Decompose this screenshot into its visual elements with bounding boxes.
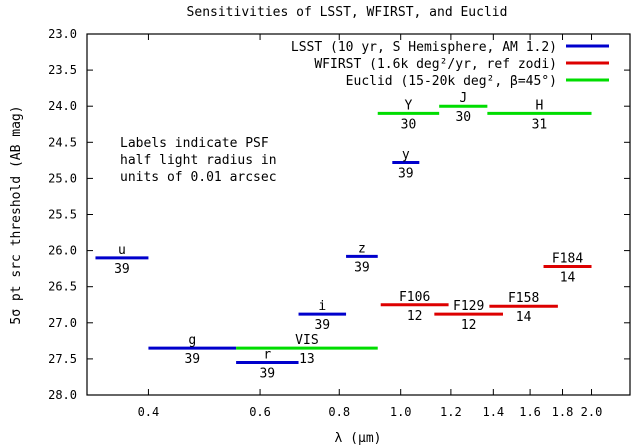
psf-value-label: 31	[532, 117, 548, 132]
y-tick-label: 24.5	[48, 135, 77, 149]
psf-value-label: 12	[407, 309, 423, 324]
x-tick-label: 0.6	[249, 405, 271, 419]
band-name-label: Y	[405, 98, 413, 113]
legend: LSST (10 yr, S Hemisphere, AM 1.2) WFIRST…	[291, 40, 609, 89]
x-tick-label: 1.4	[482, 405, 504, 419]
band-name-label: y	[402, 148, 410, 163]
annotation: Labels indicate PSF half light radius in u…	[120, 136, 277, 185]
band-name-label: F106	[399, 290, 430, 305]
band-name-label: F158	[508, 291, 539, 306]
band-name-label: z	[358, 241, 366, 256]
band-name-label: u	[118, 243, 126, 258]
annotation-line: Labels indicate PSF	[120, 136, 269, 151]
psf-value-label: 39	[184, 352, 200, 367]
band-name-label: r	[263, 348, 271, 363]
y-tick-label: 23.5	[48, 63, 77, 77]
x-tick-label: 1.6	[519, 405, 541, 419]
psf-value-label: 12	[461, 318, 477, 333]
psf-value-label: 39	[354, 260, 370, 275]
psf-value-label: 14	[560, 270, 576, 285]
x-axis-label: λ (μm)	[335, 431, 382, 446]
chart-title: Sensitivities of LSST, WFIRST, and Eucli…	[187, 5, 508, 20]
psf-value-label: 30	[401, 117, 417, 132]
y-tick-label: 27.0	[48, 316, 77, 330]
psf-value-label: 39	[259, 367, 275, 382]
psf-value-label: 14	[516, 310, 532, 325]
band-name-label: VIS	[295, 333, 318, 348]
annotation-line: half light radius in	[120, 153, 277, 168]
band-name-label: g	[188, 333, 196, 348]
band-name-label: F184	[552, 251, 583, 266]
y-axis-label: 5σ pt src threshold (AB mag)	[9, 105, 24, 324]
data-marks: u 39 g 39 r 39 i 39 z 39 y 39 F106 12 F129 12 F158 14 F184…	[95, 91, 592, 382]
legend-label: LSST (10 yr, S Hemisphere, AM 1.2)	[291, 40, 557, 55]
psf-value-label: 13	[299, 352, 315, 367]
x-tick-label: 0.8	[328, 405, 350, 419]
x-tick-label: 2.0	[581, 405, 603, 419]
x-tick-label: 1.2	[440, 405, 462, 419]
axis-ticks: 0.4 0.6 0.8 1.0 1.2 1.4 1.6 1.8 2.0 23.0 23.5 24.0 2…	[48, 27, 630, 419]
x-tick-label: 1.0	[390, 405, 412, 419]
y-tick-label: 25.0	[48, 171, 77, 185]
psf-value-label: 39	[314, 318, 330, 333]
psf-value-label: 30	[455, 110, 471, 125]
legend-label: Euclid (15-20k deg², β=45°)	[346, 74, 557, 89]
band-name-label: F129	[453, 299, 484, 314]
y-tick-label: 24.0	[48, 99, 77, 113]
band-name-label: H	[536, 98, 544, 113]
x-tick-label: 0.4	[138, 405, 160, 419]
y-tick-label: 23.0	[48, 27, 77, 41]
y-tick-label: 27.5	[48, 352, 77, 366]
y-tick-label: 28.0	[48, 388, 77, 402]
band-name-label: i	[318, 299, 326, 314]
y-tick-label: 26.5	[48, 280, 77, 294]
annotation-line: units of 0.01 arcsec	[120, 170, 277, 185]
psf-value-label: 39	[398, 167, 414, 182]
y-tick-label: 25.5	[48, 208, 77, 222]
band-name-label: J	[459, 91, 467, 106]
x-tick-label: 1.8	[552, 405, 574, 419]
legend-label: WFIRST (1.6k deg²/yr, ref zodi)	[314, 57, 557, 72]
y-tick-label: 26.0	[48, 244, 77, 258]
psf-value-label: 39	[114, 262, 130, 277]
